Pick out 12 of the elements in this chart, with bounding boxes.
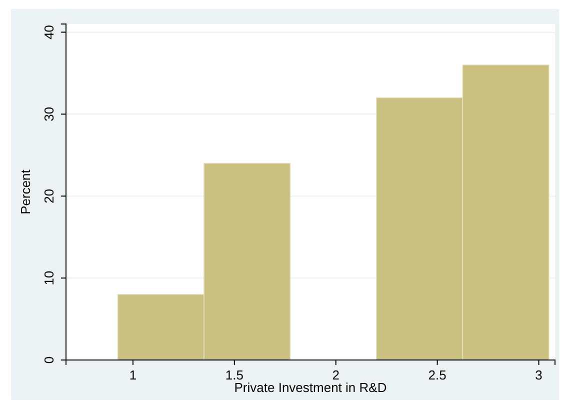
y-tick-label: 20 [42,188,57,204]
x-tick-label: 2.5 [428,368,446,383]
y-tick-label: 10 [42,270,57,286]
y-axis-title: Percent [18,169,33,214]
y-tick-label: 40 [42,24,57,40]
x-tick-label: 1 [129,368,137,383]
y-tick-label: 0 [42,356,57,364]
x-tick-label: 3 [535,368,542,383]
x-tick-label: 2 [332,368,340,383]
y-tick-label: 30 [42,106,57,122]
x-axis-title: Private Investment in R&D [234,380,387,395]
x-tick-label: 1.5 [225,368,244,383]
